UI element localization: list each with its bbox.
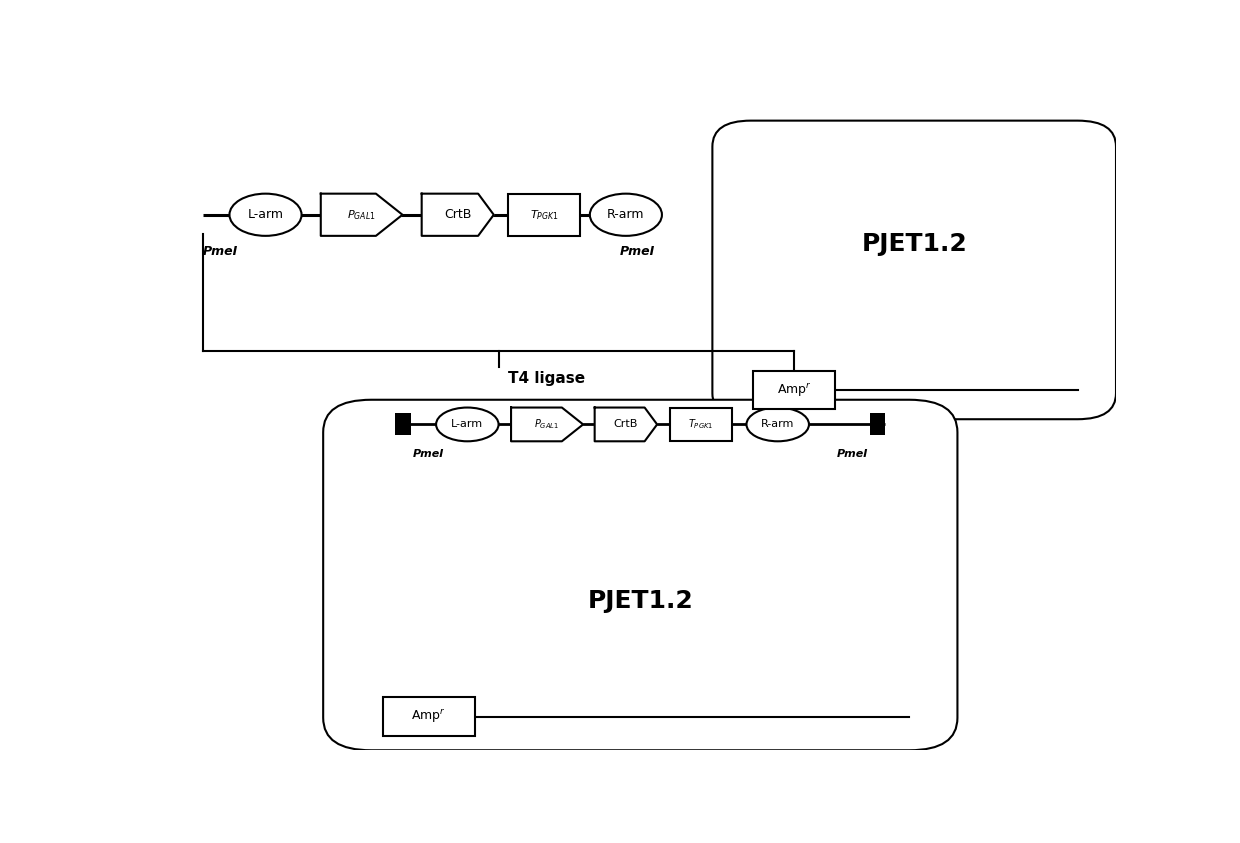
FancyBboxPatch shape: [383, 697, 475, 736]
Polygon shape: [422, 194, 494, 236]
Text: PmeI: PmeI: [837, 449, 868, 459]
Text: R-arm: R-arm: [761, 420, 795, 429]
FancyBboxPatch shape: [396, 413, 410, 436]
Text: L-arm: L-arm: [248, 208, 284, 221]
Text: L-arm: L-arm: [451, 420, 484, 429]
Ellipse shape: [746, 407, 808, 441]
Text: PJET1.2: PJET1.2: [862, 232, 967, 256]
Text: R-arm: R-arm: [608, 208, 645, 221]
FancyBboxPatch shape: [324, 400, 957, 750]
FancyBboxPatch shape: [508, 194, 580, 236]
FancyBboxPatch shape: [670, 407, 732, 441]
Text: PmeI: PmeI: [620, 245, 655, 258]
Text: T4 ligase: T4 ligase: [508, 371, 585, 385]
Polygon shape: [321, 194, 403, 236]
Text: Amp$^{r}$: Amp$^{r}$: [412, 708, 446, 725]
Ellipse shape: [229, 194, 301, 236]
FancyBboxPatch shape: [753, 371, 835, 410]
Text: $T_{PGK1}$: $T_{PGK1}$: [688, 417, 713, 432]
Ellipse shape: [590, 194, 662, 236]
Text: $P_{GAL1}$: $P_{GAL1}$: [347, 208, 376, 222]
Text: $T_{PGK1}$: $T_{PGK1}$: [529, 208, 559, 222]
Polygon shape: [511, 407, 583, 441]
FancyBboxPatch shape: [712, 121, 1116, 419]
Text: CrtB: CrtB: [614, 420, 639, 429]
Text: PJET1.2: PJET1.2: [588, 589, 693, 613]
Text: $P_{GAL1}$: $P_{GAL1}$: [534, 417, 559, 432]
Ellipse shape: [436, 407, 498, 441]
FancyBboxPatch shape: [870, 413, 885, 436]
Text: CrtB: CrtB: [444, 208, 471, 221]
Text: PmeI: PmeI: [203, 245, 238, 258]
Polygon shape: [595, 407, 657, 441]
Text: Amp$^{r}$: Amp$^{r}$: [776, 381, 811, 399]
Text: PmeI: PmeI: [413, 449, 444, 459]
